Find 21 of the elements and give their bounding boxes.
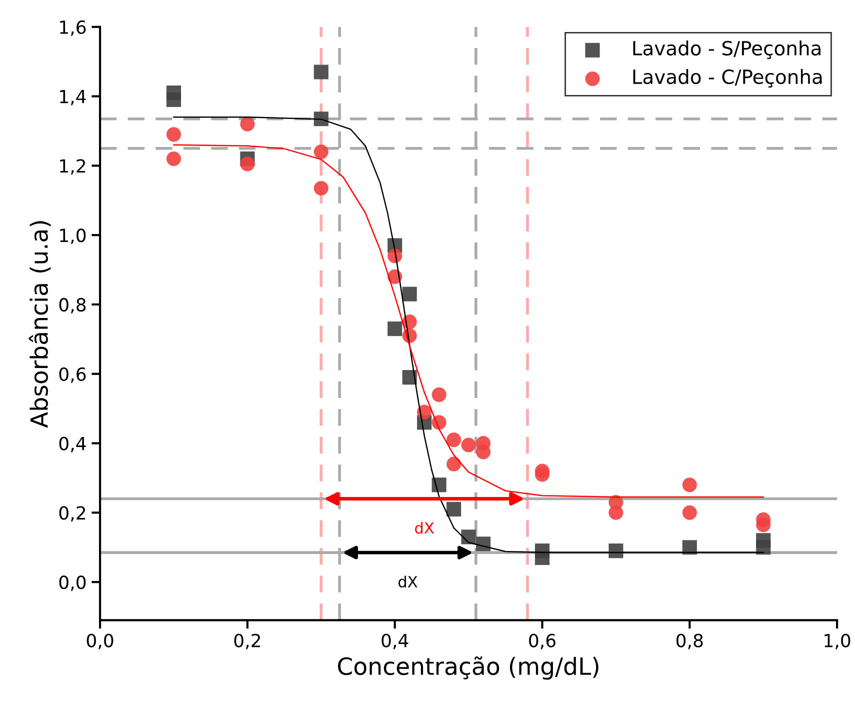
- y-tick-label: 1,2: [60, 159, 86, 175]
- y-tick-label: 0,4: [59, 436, 86, 452]
- annotation: dX: [415, 522, 434, 534]
- x-tick-label: 0,2: [234, 634, 260, 650]
- legend-label: Lavado - C/Peçonha: [633, 69, 822, 88]
- x-tick-label: 1,0: [824, 634, 850, 650]
- y-tick-label: 0,0: [59, 576, 86, 591]
- x-tick-label: 0,4: [382, 634, 408, 650]
- y-tick-label: 1,6: [60, 20, 86, 36]
- annotation: dX: [398, 576, 418, 588]
- y-tick-label: 0,2: [59, 506, 86, 522]
- x-tick-label: 0,0: [86, 634, 114, 650]
- y-tick-label: 1,0: [60, 228, 86, 244]
- y-tick-label: 1,4: [60, 90, 86, 106]
- x-axis-title: Concentração (mg/dL): [338, 656, 598, 680]
- y-axis-title: Absorbância (u.a): [28, 221, 51, 428]
- y-tick-label: 0,6: [59, 367, 86, 383]
- legend-label: Lavado - S/Peçonha: [633, 40, 820, 60]
- x-tick-label: 0,8: [676, 634, 703, 650]
- x-tick-label: 0,6: [529, 634, 556, 650]
- y-tick-label: 0,8: [59, 298, 86, 314]
